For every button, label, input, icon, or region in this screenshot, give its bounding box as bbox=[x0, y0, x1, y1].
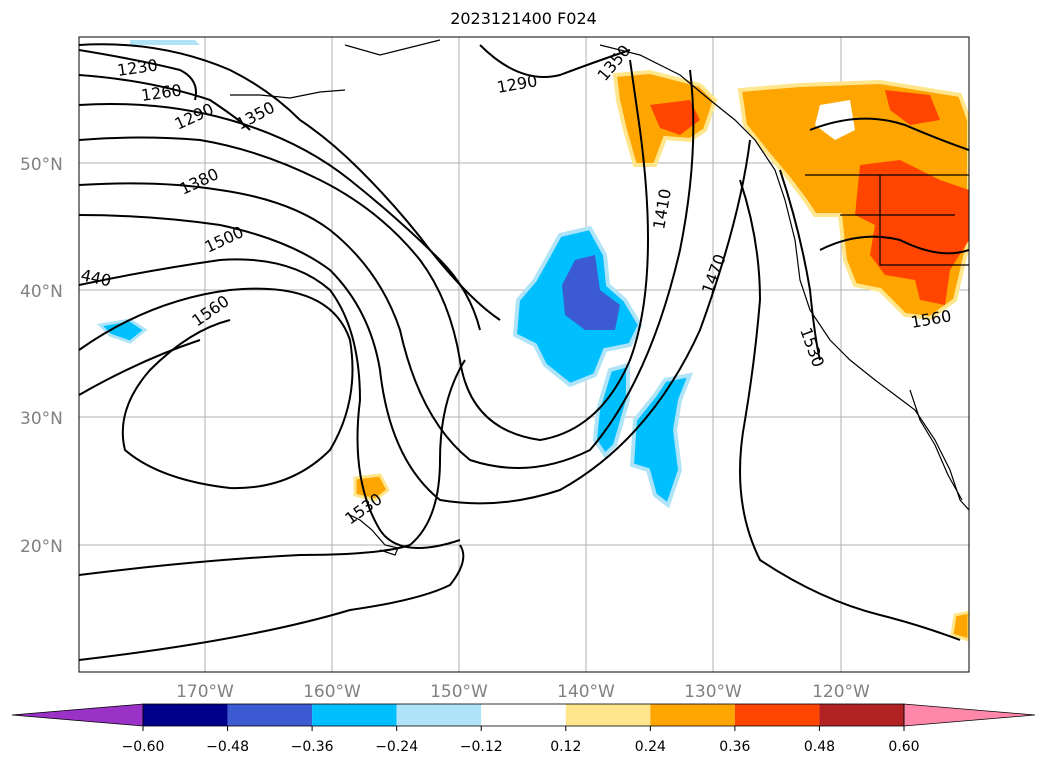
contours bbox=[79, 43, 969, 661]
lat-label-20n: 20°N bbox=[20, 537, 63, 557]
colorbar-border bbox=[142, 703, 905, 727]
cool-region-south-2 bbox=[629, 372, 694, 509]
contour-1350 bbox=[79, 59, 649, 442]
colorbar-segment bbox=[819, 704, 904, 726]
coast-alaska-west bbox=[344, 39, 441, 56]
contour-1530-inner bbox=[79, 339, 201, 396]
contour-1260 bbox=[79, 74, 251, 131]
colorbar-segment bbox=[481, 704, 566, 726]
contour-1500 bbox=[79, 258, 461, 549]
lat-label-30n: 30°N bbox=[20, 409, 63, 429]
coast-hawaii bbox=[349, 514, 399, 556]
lat-label-40n: 40°N bbox=[20, 282, 63, 302]
colorbar-extend-low bbox=[11, 703, 144, 727]
lat-label-50n: 50°N bbox=[20, 155, 63, 175]
lon-label-170w: 170°W bbox=[176, 682, 234, 702]
cool-anomaly-regions bbox=[96, 40, 694, 509]
warm-core-canada bbox=[885, 90, 940, 125]
colorbar-tick-label: −0.24 bbox=[375, 739, 418, 755]
lon-label-160w: 160°W bbox=[303, 682, 361, 702]
colorbar-segment bbox=[565, 704, 651, 726]
warm-core-north-america bbox=[855, 160, 969, 305]
colorbar-segment bbox=[396, 704, 482, 726]
lon-label-150w: 150°W bbox=[430, 682, 488, 702]
contour-canada bbox=[809, 117, 969, 151]
map-title: 2023121400 F024 bbox=[450, 9, 597, 28]
cool-core-east-pacific bbox=[562, 255, 620, 330]
contour-1530-east bbox=[779, 169, 821, 361]
colorbar-segment bbox=[143, 704, 228, 726]
colorbar-tick-label: 0.24 bbox=[635, 739, 666, 755]
colorbar-tick-label: −0.12 bbox=[460, 739, 503, 755]
lon-label-120w: 120°W bbox=[812, 682, 870, 702]
contour-1290-north bbox=[479, 44, 631, 78]
border-states-1 bbox=[879, 175, 969, 266]
colorbar-tick-label: 0.48 bbox=[804, 739, 835, 755]
contour-1440 bbox=[79, 139, 751, 505]
warm-region-hole bbox=[815, 100, 855, 140]
colorbar-segment bbox=[227, 704, 313, 726]
contour-1470 bbox=[739, 179, 961, 641]
coast-west-america bbox=[599, 44, 969, 511]
contour-1560-south bbox=[79, 544, 465, 661]
contour-1530-south bbox=[79, 359, 466, 576]
lon-label-130w: 130°W bbox=[684, 682, 742, 702]
cool-region-north bbox=[130, 40, 200, 45]
contour-1560 bbox=[79, 287, 354, 490]
colorbar-segment bbox=[650, 704, 735, 726]
coast-aleutians bbox=[230, 89, 346, 99]
coast-baja bbox=[909, 389, 963, 501]
lon-label-140w: 140°W bbox=[557, 682, 615, 702]
colorbar-tick-label: −0.48 bbox=[206, 739, 249, 755]
colorbar-segment bbox=[734, 704, 820, 726]
cool-region-west bbox=[96, 318, 148, 344]
colorbar-extend-high bbox=[903, 703, 1036, 727]
warm-anomaly-regions bbox=[353, 69, 969, 642]
colorbar-segment bbox=[312, 704, 397, 726]
warm-core-alaska bbox=[650, 100, 700, 135]
colorbar-tick-label: 0.12 bbox=[550, 739, 581, 755]
contour-1230 bbox=[79, 49, 197, 101]
colorbar-tick-label: 0.60 bbox=[888, 739, 919, 755]
contour-1560-east bbox=[819, 235, 969, 255]
coastlines bbox=[230, 39, 969, 556]
contour-1410 bbox=[79, 69, 695, 469]
warm-region-mexico bbox=[950, 610, 969, 642]
map-content: 1230 1260 1290 1350 1380 1500 1560 1440 … bbox=[79, 37, 969, 672]
colorbar-tick-label: −0.36 bbox=[291, 739, 334, 755]
map-frame bbox=[78, 36, 970, 673]
colorbar-tick-label: −0.60 bbox=[122, 739, 165, 755]
contour-1290 bbox=[79, 103, 481, 331]
colorbar: −0.60 −0.48 −0.36 −0.24 −0.12 0.12 0.24 0.36 0.4… bbox=[11, 703, 1036, 755]
warm-region-hawaii bbox=[353, 473, 390, 502]
colorbar-tick-label: 0.36 bbox=[719, 739, 750, 755]
